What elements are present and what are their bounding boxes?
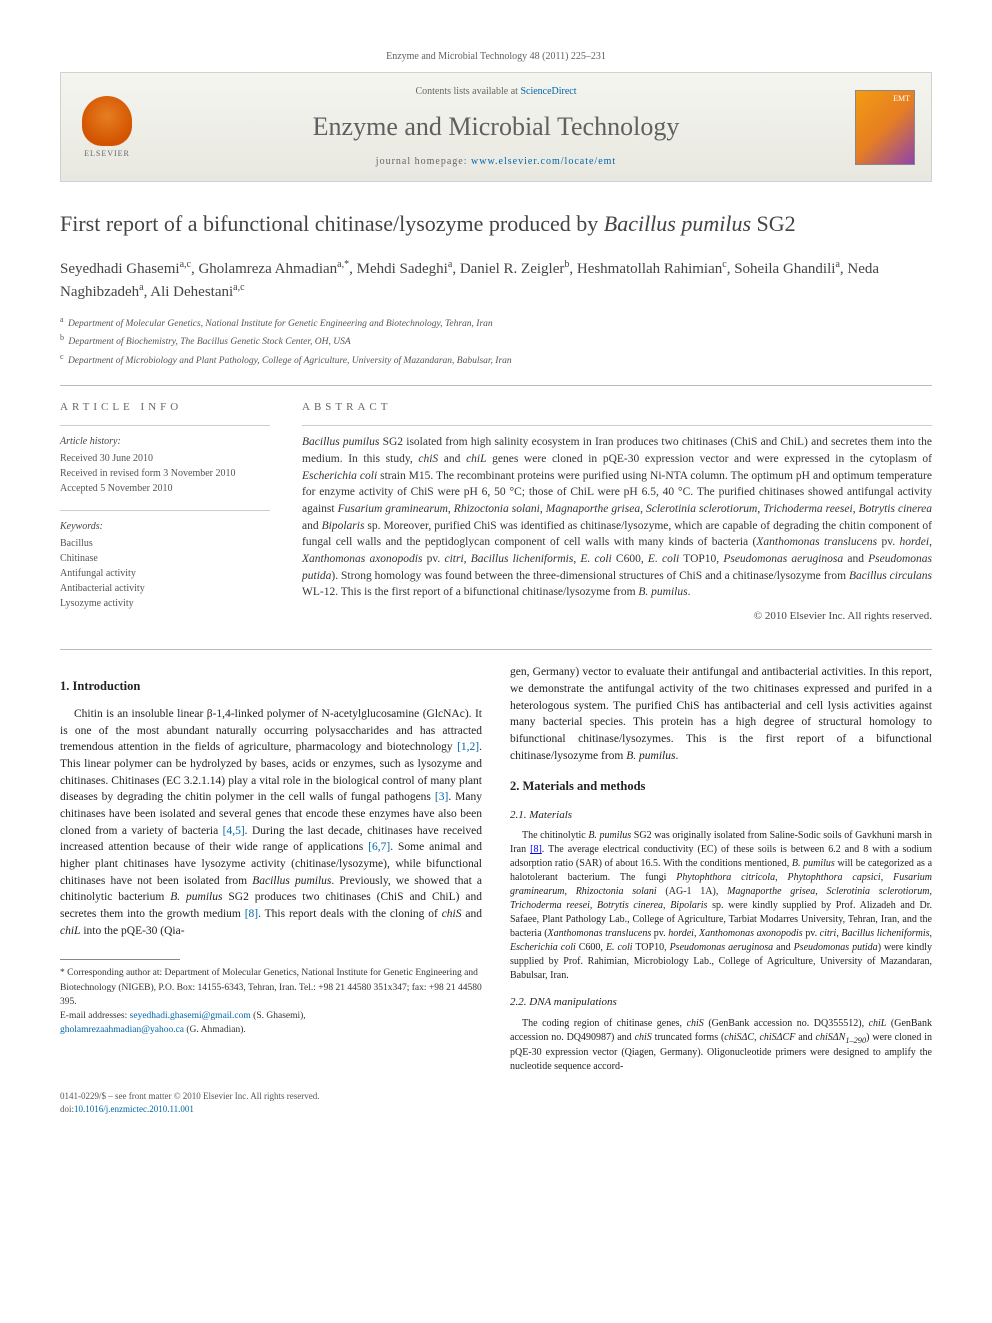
- history-label: Article history:: [60, 434, 270, 449]
- introduction-heading: 1. Introduction: [60, 678, 482, 696]
- contents-lists-line: Contents lists available at ScienceDirec…: [157, 85, 835, 99]
- methods-heading: 2. Materials and methods: [510, 778, 932, 796]
- journal-citation-line: Enzyme and Microbial Technology 48 (2011…: [60, 50, 932, 64]
- introduction-continued: gen, Germany) vector to evaluate their a…: [510, 664, 932, 764]
- issn-line: 0141-0229/$ – see front matter © 2010 El…: [60, 1090, 932, 1103]
- keywords-block: Keywords: BacillusChitinaseAntifungal ac…: [60, 519, 270, 611]
- keyword-line: Lysozyme activity: [60, 596, 270, 611]
- right-column: gen, Germany) vector to evaluate their a…: [510, 664, 932, 1074]
- email-label: E-mail addresses:: [60, 1011, 130, 1021]
- email-suffix-2: (G. Ahmadian).: [184, 1025, 246, 1035]
- abstract-heading: abstract: [302, 400, 932, 415]
- email-addresses: E-mail addresses: seyedhadi.ghasemi@gmai…: [60, 1009, 482, 1038]
- doi-link[interactable]: 10.1016/j.enzmictec.2010.11.001: [74, 1104, 194, 1114]
- footnotes: * Corresponding author at: Department of…: [60, 966, 482, 1037]
- contents-prefix: Contents lists available at: [415, 86, 520, 97]
- left-column: 1. Introduction Chitin is an insoluble l…: [60, 664, 482, 1074]
- doi-prefix: doi:: [60, 1104, 74, 1114]
- journal-cover-thumbnail: EMT: [855, 90, 915, 165]
- info-rule: [60, 510, 270, 511]
- section-divider: [60, 385, 932, 386]
- keyword-line: Antifungal activity: [60, 566, 270, 581]
- keyword-line: Chitinase: [60, 551, 270, 566]
- page-footer: 0141-0229/$ – see front matter © 2010 El…: [60, 1090, 932, 1115]
- section-divider: [60, 649, 932, 650]
- abstract-copyright: © 2010 Elsevier Inc. All rights reserved…: [302, 609, 932, 624]
- introduction-para: Chitin is an insoluble linear β-1,4-link…: [60, 706, 482, 939]
- journal-cover-abbrev: EMT: [893, 95, 910, 104]
- journal-banner: ELSEVIER Contents lists available at Sci…: [60, 72, 932, 182]
- abstract-column: abstract Bacillus pumilus SG2 isolated f…: [302, 400, 932, 625]
- abstract-rule: [302, 425, 932, 426]
- banner-center: Contents lists available at ScienceDirec…: [157, 85, 835, 169]
- history-line: Received 30 June 2010: [60, 451, 270, 466]
- title-post: SG2: [751, 211, 796, 236]
- keyword-line: Antibacterial activity: [60, 581, 270, 596]
- author-list: Seyedhadi Ghasemia,c, Gholamreza Ahmadia…: [60, 257, 932, 304]
- keywords-label: Keywords:: [60, 519, 270, 534]
- homepage-url[interactable]: www.elsevier.com/locate/emt: [471, 156, 616, 167]
- materials-subheading: 2.1. Materials: [510, 808, 932, 823]
- elsevier-wordmark: ELSEVIER: [84, 148, 130, 159]
- elsevier-logo: ELSEVIER: [77, 92, 137, 162]
- sciencedirect-link[interactable]: ScienceDirect: [520, 86, 576, 97]
- corresponding-author-note: * Corresponding author at: Department of…: [60, 966, 482, 1009]
- materials-para: The chitinolytic B. pumilus SG2 was orig…: [510, 829, 932, 983]
- article-title: First report of a bifunctional chitinase…: [60, 210, 932, 239]
- affiliations: a Department of Molecular Genetics, Nati…: [60, 314, 932, 369]
- email-suffix-1: (S. Ghasemi),: [251, 1011, 306, 1021]
- journal-title: Enzyme and Microbial Technology: [157, 109, 835, 145]
- homepage-prefix: journal homepage:: [376, 156, 471, 167]
- dna-subheading: 2.2. DNA manipulations: [510, 995, 932, 1010]
- article-info-heading: article info: [60, 400, 270, 415]
- affiliation-line: b Department of Biochemistry, The Bacill…: [60, 332, 932, 350]
- article-info-column: article info Article history: Received 3…: [60, 400, 270, 625]
- article-history-block: Article history: Received 30 June 2010Re…: [60, 434, 270, 496]
- affiliation-line: c Department of Microbiology and Plant P…: [60, 351, 932, 369]
- homepage-line: journal homepage: www.elsevier.com/locat…: [157, 155, 835, 169]
- abstract-text: Bacillus pumilus SG2 isolated from high …: [302, 434, 932, 601]
- email-link-2[interactable]: gholamrezaahmadian@yahoo.ca: [60, 1025, 184, 1035]
- history-line: Received in revised form 3 November 2010: [60, 466, 270, 481]
- footnote-rule: [60, 959, 180, 960]
- keyword-line: Bacillus: [60, 536, 270, 551]
- dna-para: The coding region of chitinase genes, ch…: [510, 1017, 932, 1075]
- history-line: Accepted 5 November 2010: [60, 481, 270, 496]
- info-rule: [60, 425, 270, 426]
- email-link-1[interactable]: seyedhadi.ghasemi@gmail.com: [130, 1011, 251, 1021]
- title-pre: First report of a bifunctional chitinase…: [60, 211, 604, 236]
- title-species: Bacillus pumilus: [604, 211, 751, 236]
- affiliation-line: a Department of Molecular Genetics, Nati…: [60, 314, 932, 332]
- elsevier-tree-icon: [82, 96, 132, 146]
